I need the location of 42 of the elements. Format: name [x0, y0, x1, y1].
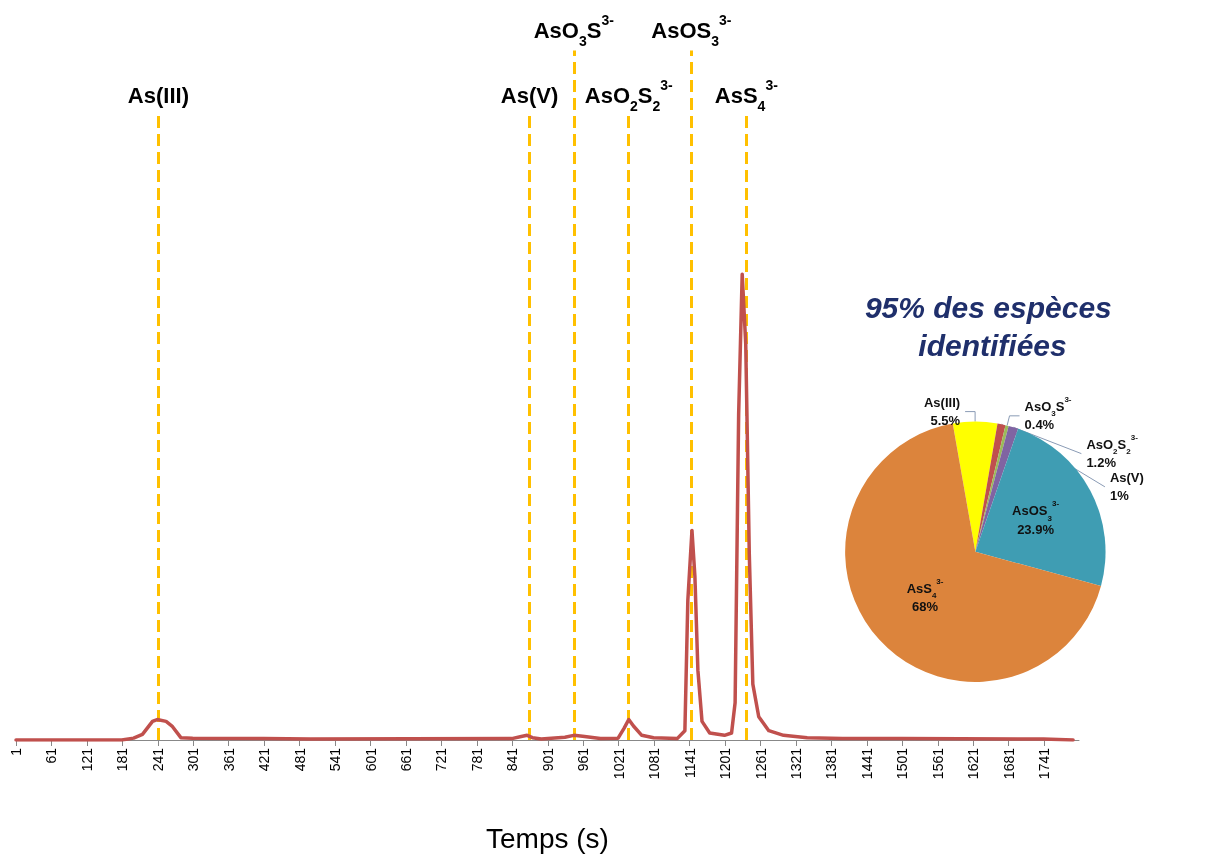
data-label: 5.5% [930, 413, 961, 429]
x-tick-label: 121 [78, 747, 95, 772]
x-tick-label: 1321 [787, 747, 804, 780]
x-tick-label: 361 [220, 747, 237, 772]
x-tick-label: 1141 [681, 747, 698, 779]
x-tick-label: 481 [291, 747, 308, 772]
data-label: 68% [912, 599, 939, 615]
x-tick-label: 421 [256, 747, 273, 772]
x-tick-label: 961 [575, 747, 592, 772]
x-tick-label: 781 [468, 747, 485, 772]
x-tick-label: 541 [327, 747, 344, 772]
x-tick-label: 61 [43, 747, 60, 764]
x-tick-label: 1441 [858, 747, 875, 780]
data-label: 0.4% [1024, 417, 1055, 433]
x-tick-label: 1261 [752, 747, 769, 780]
x-tick-label: 1081 [646, 747, 663, 780]
x-tick-label: 601 [362, 747, 379, 772]
data-label: 1.2% [1086, 455, 1117, 471]
chart-title: 95% des espèces identifiées [864, 290, 1121, 362]
x-tick-label: 901 [539, 747, 556, 772]
x-tick-label: 1381 [823, 747, 840, 780]
x-tick-label: 1201 [717, 747, 734, 780]
slice-label: As(III) [923, 395, 961, 410]
data-label: 1% [1109, 488, 1130, 504]
x-tick-label: 1741 [1036, 747, 1053, 780]
ref-line-label: As(III) [127, 82, 189, 108]
x-tick-label: 1621 [965, 747, 982, 780]
x-tick-label: 301 [185, 747, 202, 772]
ref-line-label: As(V) [500, 82, 559, 108]
x-tick-label: 661 [397, 747, 414, 772]
x-tick-label: 1681 [1000, 747, 1017, 780]
slice-label: As(V) [1109, 470, 1144, 486]
x-tick-label: 181 [114, 747, 131, 772]
x-tick-label: 1 [8, 747, 24, 756]
x-tick-label: 241 [149, 747, 166, 772]
data-label: 23.9% [1017, 521, 1055, 537]
x-tick-label: 1501 [894, 747, 911, 780]
x-tick-label: 1021 [610, 747, 627, 780]
x-tick-label: 841 [504, 747, 521, 772]
x-axis-title: Temps (s) [486, 822, 609, 854]
x-tick-label: 1561 [929, 747, 946, 780]
x-tick-label: 721 [433, 747, 450, 772]
